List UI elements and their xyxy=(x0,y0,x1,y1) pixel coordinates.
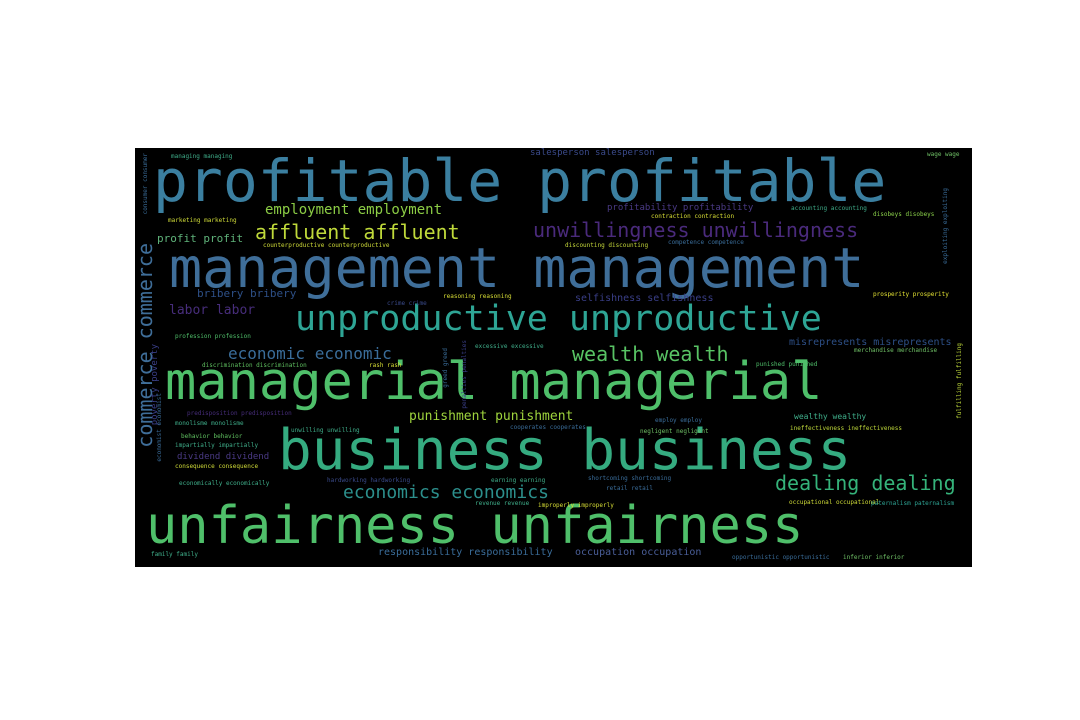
word-cooperates: cooperates cooperates xyxy=(510,424,586,431)
word-occupation: occupation occupation xyxy=(575,547,702,558)
word-responsibility: responsibility responsibility xyxy=(378,547,553,558)
word-dealing: dealing dealing xyxy=(775,471,956,495)
word-fulfilling: fulfilling fulfilling xyxy=(956,343,963,419)
word-earning: earning earning xyxy=(491,477,546,484)
word-bribery: bribery bribery xyxy=(197,287,297,300)
word-discrimination: discrimination discrimination xyxy=(202,362,307,369)
word-reasoning: reasoning reasoning xyxy=(443,293,512,300)
word-occupational: occupational occupational xyxy=(789,499,880,506)
word-family: family family xyxy=(151,551,198,558)
word-contraction: contraction contraction xyxy=(651,213,735,220)
word-economically: economically economically xyxy=(179,480,270,487)
word-cloud: profitable profitable management manageme… xyxy=(135,148,972,567)
word-competence: competence competence xyxy=(668,239,744,246)
word-economic: economic economic xyxy=(228,344,392,363)
word-ineffectiveness: ineffectiveness ineffectiveness xyxy=(790,425,902,432)
word-counterproductive: counterproductive counterproductive xyxy=(263,242,390,249)
word-misrepresents: misrepresents misrepresents xyxy=(789,337,952,348)
word-exploiting: exploiting exploiting xyxy=(942,188,949,264)
word-wealth: wealth wealth xyxy=(572,342,729,366)
word-unwillingness: unwillingness unwillingness xyxy=(533,218,859,242)
word-crime: crime crime xyxy=(387,300,427,307)
word-dividend: dividend dividend xyxy=(177,452,270,462)
word-unfairness: unfairness unfairness xyxy=(146,496,804,556)
word-revenue: revenue revenue xyxy=(475,500,530,507)
word-wealthy: wealthy wealthy xyxy=(794,412,867,421)
word-unproductive: unproductive unproductive xyxy=(295,299,822,339)
word-punishment: punishment punishment xyxy=(409,409,574,424)
word-employment: employment employment xyxy=(265,202,443,218)
word-wage: wage wage xyxy=(927,151,960,158)
word-consumer: consumer consumer xyxy=(142,153,149,215)
word-unwilling: unwilling unwilling xyxy=(291,427,360,434)
word-salesperson: salesperson salesperson xyxy=(530,148,655,158)
word-impartially: impartially impartially xyxy=(175,442,259,449)
word-management: management management xyxy=(169,236,865,300)
word-predisposition: predisposition predisposition xyxy=(187,410,292,417)
word-punished: punished punished xyxy=(756,361,818,368)
word-economics: economics economics xyxy=(343,482,549,503)
word-greed: greed greed xyxy=(442,348,449,388)
word-disobeys: disobeys disobeys xyxy=(873,211,935,218)
word-managerial: managerial managerial xyxy=(165,352,823,412)
word-inferior: inferior inferior xyxy=(843,554,905,561)
word-discounting: discounting discounting xyxy=(565,242,649,249)
word-behavior: behavior behavior xyxy=(181,433,243,440)
word-shortcoming: shortcoming shortcoming xyxy=(588,475,672,482)
word-accounting: accounting accounting xyxy=(791,205,867,212)
word-penalties: penalties penalties xyxy=(461,340,468,409)
word-profitable: profitable profitable xyxy=(153,148,887,215)
word-marketing: marketing marketing xyxy=(168,217,237,224)
word-profession: profession profession xyxy=(175,333,251,340)
word-consequence: consequence consequence xyxy=(175,463,259,470)
word-retail: retail retail xyxy=(606,485,653,492)
word-excessive: excessive excessive xyxy=(475,343,544,350)
word-managing: managing managing xyxy=(171,153,233,160)
word-affluent: affluent affluent xyxy=(255,220,460,244)
word-selfishness: selfishness selfishness xyxy=(575,293,714,304)
word-rash: rash rash xyxy=(369,362,402,369)
word-negligent: negligent negligent xyxy=(640,428,709,435)
word-monolisme: monolisme monolisme xyxy=(175,420,244,427)
word-profit: profit profit xyxy=(157,232,244,245)
word-paternalism: paternalism paternalism xyxy=(871,500,955,507)
word-profitability: profitability profitability xyxy=(607,203,754,213)
word-merchandise: merchandise merchandise xyxy=(854,347,938,354)
word-economist: economist economist xyxy=(156,393,163,462)
word-hardworking: hardworking hardworking xyxy=(327,477,411,484)
word-opportunistic: opportunistic opportunistic xyxy=(732,554,830,561)
word-business: business business xyxy=(278,418,852,483)
word-improperly: improperly improperly xyxy=(538,502,614,509)
word-employ: employ employ xyxy=(655,417,702,424)
word-labor: labor labor xyxy=(169,303,256,318)
word-prosperity: prosperity prosperity xyxy=(873,291,949,298)
